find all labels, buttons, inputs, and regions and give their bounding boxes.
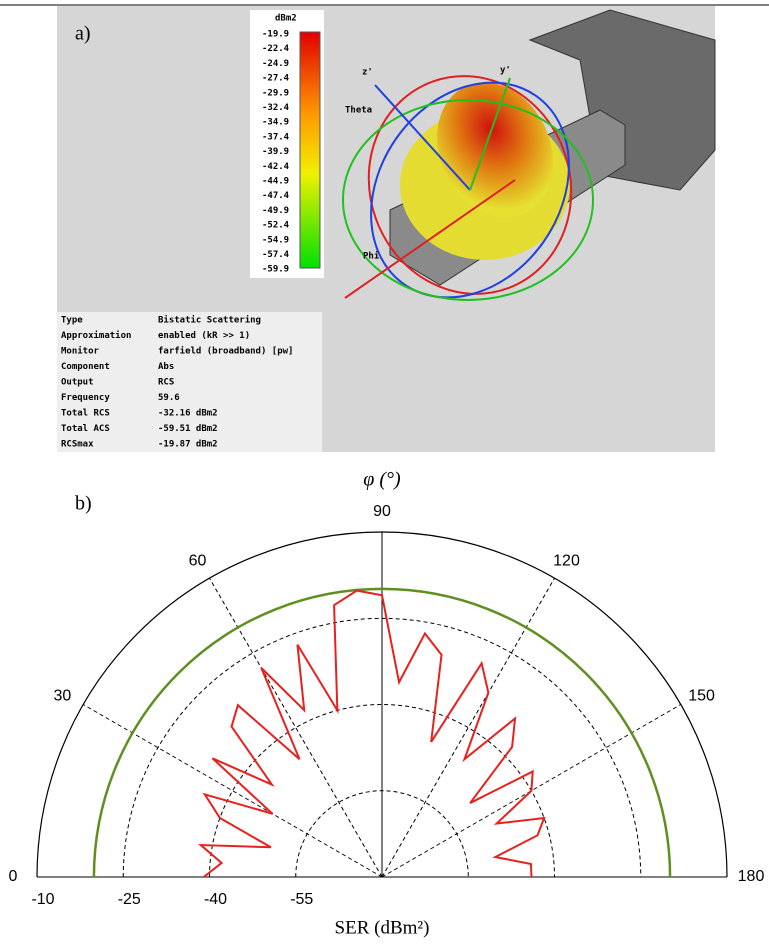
colorbar-label: -39.9 (262, 147, 289, 157)
theta-tick-label: 0 (9, 868, 18, 885)
axis-label: Phi (363, 251, 380, 262)
axis-label: Theta (345, 106, 372, 116)
r-tick-label: -55 (290, 891, 313, 908)
colorbar-label: -44.9 (262, 177, 289, 187)
panel-label: a) (75, 23, 91, 45)
colorbar-label: -49.9 (262, 206, 289, 216)
panel-label: b) (75, 493, 92, 515)
table-key: Approximation (61, 330, 131, 341)
table-value: -19.87 dBm2 (158, 440, 218, 450)
table-key: Component (61, 362, 110, 372)
table-key: Total ACS (61, 424, 110, 434)
table-value: 59.6 (158, 393, 180, 403)
colorbar-label: -29.9 (262, 88, 289, 98)
axis-label: y' (500, 66, 511, 76)
colorbar-label: -32.4 (262, 103, 290, 113)
table-key: Type (61, 316, 83, 326)
flange (528, 9, 716, 191)
colorbar-label: -47.4 (262, 191, 290, 201)
theta-tick-label: 90 (373, 503, 391, 520)
theta-tick-label: 180 (738, 868, 765, 885)
table-key: Frequency (61, 393, 110, 403)
colorbar-label: -24.9 (262, 59, 289, 69)
x-axis (344, 179, 516, 299)
r-tick-label: -40 (204, 891, 227, 908)
theta-tick-label: 60 (189, 553, 207, 570)
theta-tick-label: 120 (553, 553, 580, 570)
colorbar-unit: dBm2 (275, 14, 297, 24)
table-value: -32.16 dBm2 (158, 409, 218, 419)
spoke (209, 577, 383, 878)
table-key: Monitor (61, 346, 100, 357)
table-value: Abs (158, 362, 174, 372)
reference-circle (92, 587, 672, 878)
colorbar-label: -37.4 (262, 132, 290, 142)
z-axis (374, 84, 471, 191)
r-tick-label: -25 (118, 891, 141, 908)
phi-ring (370, 81, 570, 299)
grid-circle (209, 704, 555, 878)
theta-tick-label: 30 (54, 688, 72, 705)
chart-title: φ (°) (363, 469, 401, 491)
colorbar-label: -22.4 (262, 44, 290, 54)
colorbar-label: -54.9 (262, 235, 289, 245)
colorbar-label: -57.4 (262, 250, 290, 260)
table-value: Bistatic Scattering (158, 315, 261, 326)
table-key: Output (61, 378, 94, 388)
table-key: RCSmax (61, 440, 94, 450)
colorbar-label: -52.4 (262, 221, 290, 231)
colorbar-label: -34.9 (262, 118, 289, 128)
table-value: -59.51 dBm2 (158, 424, 218, 434)
theta-tick-label: 150 (688, 688, 715, 705)
colorbar (299, 31, 321, 269)
pattern-mainlobe (437, 82, 553, 218)
table-value: RCS (158, 378, 174, 388)
axis-label: z' (362, 68, 373, 78)
series-line (197, 589, 546, 878)
spoke (82, 704, 383, 878)
r-tick-label: -10 (31, 891, 54, 908)
table-key: Total RCS (61, 409, 110, 419)
table-value: farfield (broadband) [pw] (158, 346, 293, 357)
colorbar-label: -27.4 (262, 74, 290, 84)
info-table (57, 312, 322, 452)
spoke (381, 577, 555, 878)
theta-ring (367, 75, 573, 295)
colorbar-label: -59.9 (262, 265, 289, 275)
y-axis (469, 77, 511, 191)
horizon-ring (342, 99, 594, 301)
colorbar-label: -19.9 (262, 30, 289, 40)
axis-title: SER (dBm²) (335, 917, 430, 938)
table-value: enabled (kR >> 1) (158, 331, 250, 341)
colorbar-label: -42.4 (262, 162, 290, 172)
